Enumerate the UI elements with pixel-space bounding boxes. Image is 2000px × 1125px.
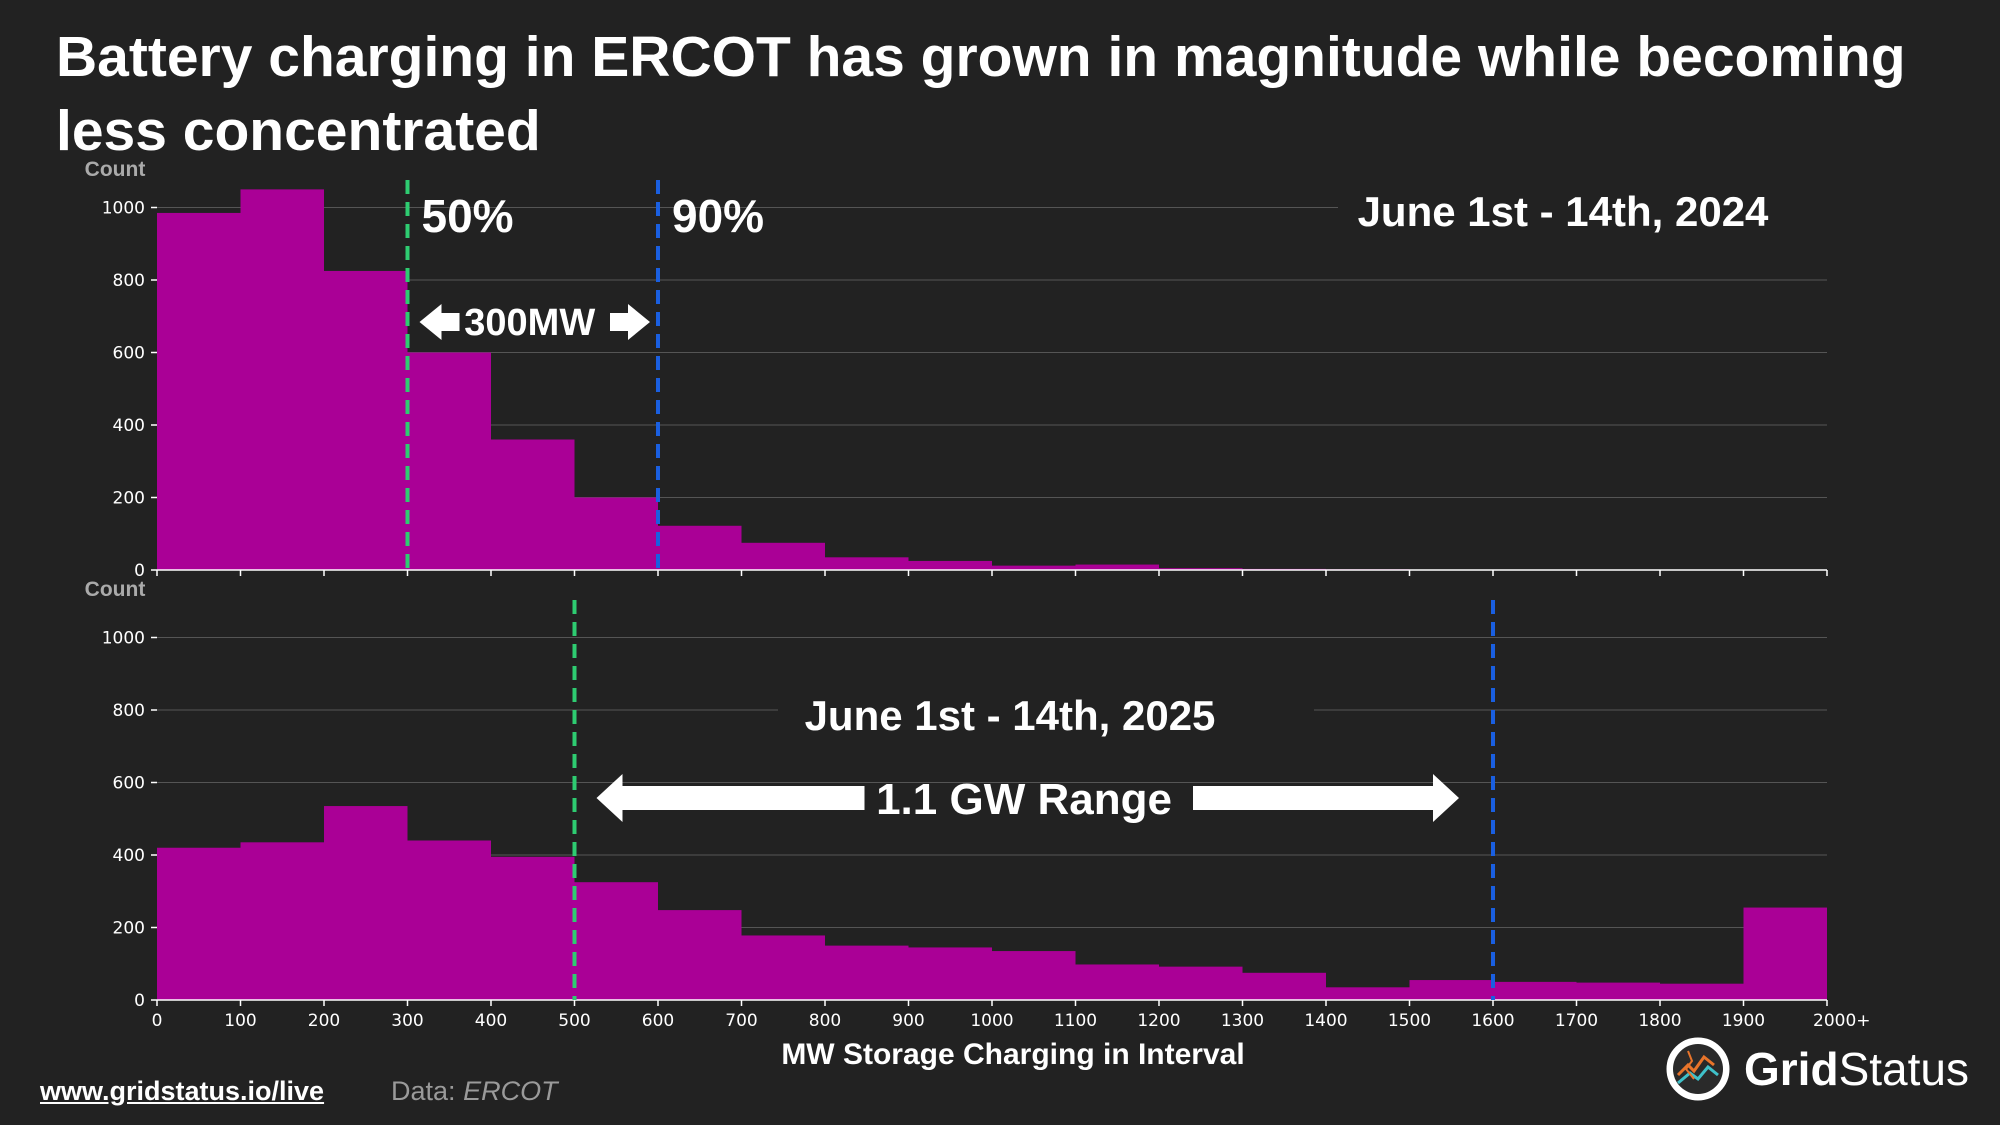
left-arrow-icon xyxy=(596,774,865,822)
y-tick-label: 400 xyxy=(113,846,145,866)
histogram-bar xyxy=(741,542,825,570)
panel-1: 0 200 400 600 800 1000 Count 50% 90% June 1st - 1… xyxy=(85,158,1828,581)
x-tick-label: 500 xyxy=(558,1011,590,1031)
histogram-bar xyxy=(407,840,491,1000)
histogram-bar xyxy=(908,947,992,1000)
histogram-bar xyxy=(1326,987,1410,1000)
y-tick-label: 400 xyxy=(113,416,145,436)
histogram-bar xyxy=(992,565,1076,570)
x-tick-label: 1700 xyxy=(1555,1011,1598,1031)
range-label: 300MW xyxy=(464,302,595,344)
x-tick-label: 1800 xyxy=(1638,1011,1681,1031)
x-tick-label: 400 xyxy=(475,1011,507,1031)
panel-label-bg xyxy=(1338,178,1828,242)
panel-date-label: June 1st - 14th, 2024 xyxy=(1358,188,1769,235)
histogram-bar xyxy=(658,525,742,570)
histogram-bar xyxy=(324,270,408,570)
histogram-bar xyxy=(1075,964,1159,1000)
x-tick-label: 1900 xyxy=(1722,1011,1765,1031)
x-tick-label: 800 xyxy=(809,1011,841,1031)
histogram-bar xyxy=(1493,981,1577,1000)
x-tick-label: 1200 xyxy=(1137,1011,1180,1031)
gridstatus-link[interactable]: www.gridstatus.io/live xyxy=(40,1076,325,1106)
right-arrow-icon xyxy=(610,304,650,340)
logo-text-bold: Grid xyxy=(1744,1043,1839,1095)
histogram-bar xyxy=(574,497,658,570)
histogram-bar xyxy=(658,910,742,1000)
grid-status-logo: GridStatus xyxy=(1664,1032,1969,1106)
p90-label: 90% xyxy=(672,190,764,242)
histogram-bar xyxy=(1409,980,1493,1000)
grid-status-logo-icon xyxy=(1666,1037,1730,1101)
data-source-label: Data: xyxy=(391,1076,456,1106)
histogram-bar xyxy=(1576,982,1660,1000)
y-tick-label: 200 xyxy=(113,919,145,939)
histogram-bar xyxy=(825,557,909,570)
x-tick-label: 1100 xyxy=(1054,1011,1097,1031)
x-tick-label: 300 xyxy=(391,1011,423,1031)
median-label: 50% xyxy=(422,190,514,242)
right-arrow-icon xyxy=(1193,774,1459,822)
x-tick-label: 1300 xyxy=(1221,1011,1264,1031)
y-tick-label: 800 xyxy=(113,701,145,721)
histogram-bar xyxy=(825,945,909,1000)
histogram-bar xyxy=(491,856,575,1000)
x-tick-label: 1500 xyxy=(1388,1011,1431,1031)
left-arrow-icon xyxy=(419,304,460,340)
data-source: Data: ERCOT xyxy=(391,1076,558,1107)
y-tick-label: 600 xyxy=(113,344,145,364)
overflow-bar xyxy=(1743,907,1827,1000)
histogram-bar xyxy=(1075,564,1159,570)
histogram-bar xyxy=(491,439,575,570)
histogram-bar xyxy=(1159,568,1243,570)
histogram-bar xyxy=(240,189,324,570)
histogram-bar xyxy=(157,212,241,570)
x-tick-label: 1600 xyxy=(1471,1011,1514,1031)
histogram-bar xyxy=(324,806,408,1000)
y-tick-label: 0 xyxy=(134,991,145,1011)
chart-title: Battery charging in ERCOT has grown in m… xyxy=(56,25,1906,163)
x-tick-label: 1400 xyxy=(1304,1011,1347,1031)
histogram-bar xyxy=(992,951,1076,1000)
histogram-bar xyxy=(1660,983,1744,1000)
data-source-value: ERCOT xyxy=(463,1076,558,1106)
panel-date-label: June 1st - 14th, 2025 xyxy=(805,692,1216,739)
x-axis-label: MW Storage Charging in Interval xyxy=(781,1038,1244,1071)
x-tick-label: 1000 xyxy=(970,1011,1013,1031)
x-tick-label: 2000+ xyxy=(1813,1011,1871,1031)
y-tick-label: 200 xyxy=(113,489,145,509)
histogram-bar xyxy=(741,935,825,1000)
x-tick-label: 200 xyxy=(308,1011,340,1031)
x-tick-label: 900 xyxy=(892,1011,924,1031)
y-tick-label: 1000 xyxy=(102,629,145,649)
y-tick-label: 600 xyxy=(113,774,145,794)
x-tick-label: 700 xyxy=(725,1011,757,1031)
x-tick-label: 600 xyxy=(642,1011,674,1031)
panel-2: 0 200 400 600 800 1000 Count 0 100 200 300 400 500 60… xyxy=(85,578,1871,1071)
histogram-bar xyxy=(1242,972,1326,1000)
histogram-bar xyxy=(574,882,658,1000)
histogram-bar xyxy=(157,847,241,1000)
range-label: 1.1 GW Range xyxy=(876,775,1172,824)
x-tick-label: 100 xyxy=(224,1011,256,1031)
y-tick-label: 1000 xyxy=(102,199,145,219)
y-axis-label: Count xyxy=(85,578,146,601)
histogram-bar xyxy=(908,560,992,570)
histogram-bar xyxy=(1159,966,1243,1000)
histogram-bar xyxy=(240,842,324,1000)
logo-text-regular: Status xyxy=(1838,1043,1969,1095)
panel-label-bg xyxy=(778,682,1314,752)
y-axis-label: Count xyxy=(85,158,146,181)
x-tick-label: 0 xyxy=(152,1011,163,1031)
y-tick-label: 0 xyxy=(134,561,145,581)
y-tick-label: 800 xyxy=(113,271,145,291)
grid-status-logo-text: GridStatus xyxy=(1744,1042,1969,1096)
histogram-bar xyxy=(407,352,491,570)
